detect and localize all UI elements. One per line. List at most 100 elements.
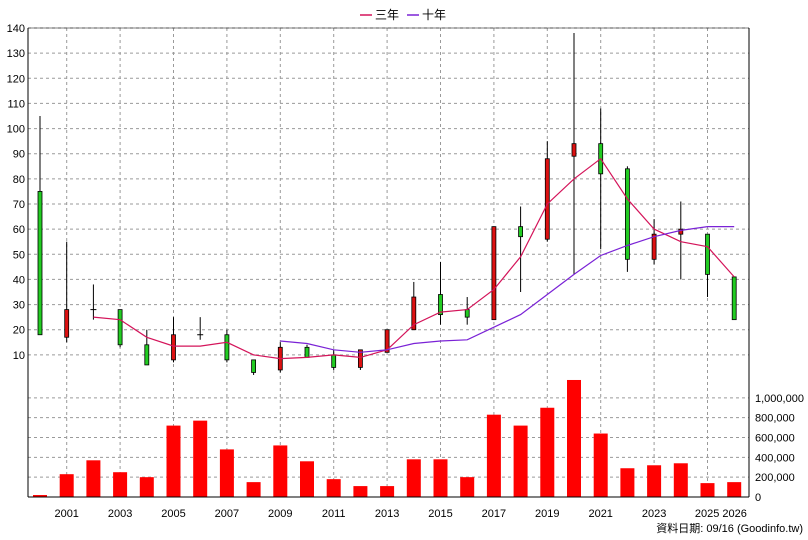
x-tick-label: 2025 2026 <box>695 508 747 520</box>
tick-labels: 10 20 30 40 50 60 70 80 90 100 110 120 130 140 0 200,00… <box>7 23 804 520</box>
volume-bar <box>326 479 341 497</box>
grid <box>28 27 749 498</box>
volume-tick-label: 1,000,000 <box>755 393 804 405</box>
candle-body <box>224 334 230 361</box>
candle-body <box>651 233 657 260</box>
candle-body <box>411 296 417 331</box>
volume-bar <box>673 463 688 497</box>
candle-body <box>491 226 497 321</box>
legend-label-10y: 十年 <box>422 8 446 22</box>
volume-bar <box>647 465 662 497</box>
volume-bar <box>113 472 128 497</box>
x-tick-label: 2013 <box>375 508 399 520</box>
candle <box>331 349 337 370</box>
x-tick-label: 2005 <box>161 508 185 520</box>
volume-bar <box>273 445 288 497</box>
candle <box>571 33 577 275</box>
x-tick-label: 2015 <box>428 508 452 520</box>
volume-bar <box>33 495 47 497</box>
candle-body <box>171 334 176 361</box>
price-tick-label: 100 <box>7 124 25 136</box>
ma-3y-line <box>93 157 735 360</box>
volume-bar <box>620 468 635 497</box>
volume-bar <box>300 461 314 497</box>
volume-bar <box>540 407 555 497</box>
legend: 三年 十年 <box>360 8 446 22</box>
volume-bar <box>700 483 715 497</box>
candle-body <box>438 294 443 316</box>
legend-label-3y: 三年 <box>375 8 399 22</box>
volume-bar <box>166 425 181 497</box>
volume-bar <box>246 482 261 497</box>
candles <box>37 33 737 375</box>
candle <box>171 317 176 363</box>
candle-body <box>625 168 630 260</box>
candle-body <box>464 309 470 318</box>
x-tick-label: 2003 <box>108 508 132 520</box>
x-tick-label: 2023 <box>642 508 666 520</box>
volume-tick-label: 0 <box>755 492 761 504</box>
candle-body <box>144 344 150 366</box>
price-tick-label: 90 <box>13 149 25 161</box>
price-tick-label: 30 <box>13 300 25 312</box>
candle-body <box>384 329 390 353</box>
candle <box>277 342 283 373</box>
candle <box>251 359 257 375</box>
x-tick-label: 2017 <box>482 508 506 520</box>
candle-body <box>331 354 337 368</box>
candle <box>678 201 684 280</box>
volume-bar <box>567 379 581 497</box>
candle <box>438 261 443 325</box>
volume-bar <box>486 414 501 497</box>
price-tick-label: 130 <box>7 48 25 60</box>
candle <box>705 233 710 298</box>
x-tick-label: 2001 <box>54 508 78 520</box>
volume-tick-label: 400,000 <box>755 452 795 464</box>
candle <box>491 226 497 321</box>
candle-body <box>544 158 550 240</box>
volume-bar <box>380 486 395 497</box>
ma-10y-line <box>280 226 735 353</box>
volume-bar <box>513 425 528 497</box>
candle <box>197 317 204 340</box>
volume-bar <box>219 449 234 497</box>
volume-bar <box>139 477 154 497</box>
volume-bars <box>33 379 742 497</box>
axes <box>27 27 750 498</box>
candle <box>64 241 70 343</box>
candle <box>224 329 230 363</box>
volume-bar <box>59 474 74 497</box>
candle-body <box>357 349 363 368</box>
price-tick-label: 10 <box>13 350 25 362</box>
x-tick-label: 2019 <box>535 508 559 520</box>
candle-body <box>571 143 577 157</box>
candle-body <box>64 309 70 338</box>
price-tick-label: 80 <box>13 174 25 186</box>
candle <box>651 219 657 265</box>
volume-bar <box>86 460 101 497</box>
price-tick-label: 40 <box>13 274 25 286</box>
volume-bar <box>193 420 208 497</box>
volume-bar <box>593 433 608 497</box>
x-tick-label: 2009 <box>268 508 292 520</box>
price-tick-label: 110 <box>7 98 25 110</box>
volume-bar <box>727 482 742 497</box>
candle-body <box>518 226 523 238</box>
candle <box>518 206 523 292</box>
volume-bar <box>460 477 475 497</box>
candle <box>464 297 470 325</box>
candle <box>411 281 417 331</box>
source-note: 資料日期: 09/16 (Goodinfo.tw) <box>656 521 803 535</box>
candle <box>384 329 390 353</box>
price-tick-label: 20 <box>13 325 25 337</box>
candle <box>625 166 630 272</box>
volume-tick-label: 800,000 <box>755 413 795 425</box>
price-tick-label: 50 <box>13 249 25 261</box>
candle <box>357 349 363 370</box>
candle-body <box>251 359 257 373</box>
candle-body <box>37 191 43 336</box>
candle <box>544 141 550 242</box>
candle <box>731 276 737 321</box>
candle-body <box>731 276 737 321</box>
